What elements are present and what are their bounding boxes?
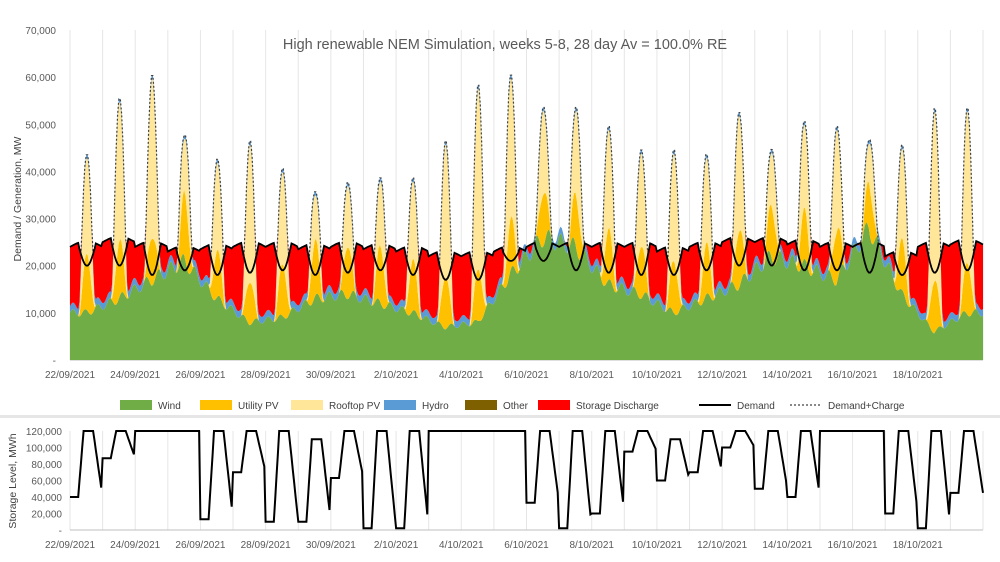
- x-tick-label: 22/09/2021: [45, 540, 95, 551]
- y-tick-label: 120,000: [26, 427, 63, 438]
- rooftop-pv-area: [70, 79, 983, 329]
- legend-item-utility-pv: Utility PV: [200, 400, 279, 412]
- storage-chart: -20,00040,00060,00080,000100,000120,000 …: [7, 427, 984, 551]
- x-tick-label: 28/09/2021: [241, 540, 291, 551]
- x-tick-label: 30/09/2021: [306, 540, 356, 551]
- legend-item-rooftop-pv: Rooftop PV: [291, 400, 380, 412]
- chart-title: High renewable NEM Simulation, weeks 5-8…: [283, 37, 728, 53]
- x-tick-label: 10/10/2021: [632, 540, 682, 551]
- y-tick-label: 60,000: [31, 477, 62, 488]
- y-axis-label: Demand / Generation, MW: [12, 136, 24, 261]
- wind-area: [70, 222, 983, 360]
- generation-chart: - 10,000 20,000 30,000 40,000 50,000 60,000 70,…: [12, 26, 984, 412]
- legend-label: Demand+Charge: [828, 401, 905, 412]
- x-tick-label: 12/10/2021: [697, 540, 747, 551]
- y-tick-label: 40,000: [31, 493, 62, 504]
- storage-discharge-area: [70, 75, 983, 322]
- y-tick-label: 30,000: [25, 215, 56, 226]
- x-tick-label: 12/10/2021: [697, 370, 747, 381]
- generation-areas: [70, 75, 983, 360]
- storage-y-axis-label: Storage Level, MWh: [7, 433, 19, 528]
- storage-level-line: [70, 430, 984, 530]
- y-tick-label: 70,000: [25, 26, 56, 37]
- y-tick-label: 10,000: [25, 309, 56, 320]
- generation-lines: [69, 74, 984, 281]
- y-tick-label: 80,000: [31, 460, 62, 471]
- x-tick-label: 4/10/2021: [439, 540, 484, 551]
- y-tick-label: 50,000: [25, 120, 56, 131]
- x-tick-label: 8/10/2021: [569, 540, 614, 551]
- legend-label: Demand: [737, 401, 775, 412]
- x-tick-label: 30/09/2021: [306, 370, 356, 381]
- x-tick-label: 14/10/2021: [762, 370, 812, 381]
- legend-label: Other: [503, 401, 529, 412]
- panel-separator: [0, 415, 1000, 418]
- x-tick-label: 26/09/2021: [175, 540, 225, 551]
- generation-x-ticks: 22/09/2021 24/09/2021 26/09/2021 28/09/2021…: [45, 370, 943, 381]
- legend-swatch: [384, 400, 416, 410]
- demand-line: [69, 236, 984, 281]
- demand-charge-line: [69, 74, 984, 266]
- storage-lines: [70, 430, 984, 530]
- legend-label: Rooftop PV: [329, 401, 380, 412]
- legend-item-storage-discharge: Storage Discharge: [538, 400, 659, 412]
- chart-legend: Wind Utility PV Rooftop PV Hydro Other Storag…: [120, 400, 905, 412]
- y-tick-label: 20,000: [25, 262, 56, 273]
- x-tick-label: 24/09/2021: [110, 540, 160, 551]
- x-tick-label: 18/10/2021: [893, 370, 943, 381]
- generation-chart-panel: - 10,000 20,000 30,000 40,000 50,000 60,000 70,…: [12, 26, 984, 412]
- legend-item-demand-charge: Demand+Charge: [790, 401, 905, 412]
- x-tick-label: 22/09/2021: [45, 370, 95, 381]
- x-tick-label: 24/09/2021: [110, 370, 160, 381]
- x-tick-label: 10/10/2021: [632, 370, 682, 381]
- y-tick-label: 100,000: [26, 444, 63, 455]
- x-tick-label: 6/10/2021: [504, 540, 549, 551]
- legend-label: Wind: [158, 401, 181, 412]
- legend-swatch: [465, 400, 497, 410]
- legend-swatch: [538, 400, 570, 410]
- storage-y-ticks: - 20,000 40,000 60,000 80,000 100,000 120,000: [26, 427, 63, 537]
- x-tick-label: 2/10/2021: [374, 370, 419, 381]
- legend-item-demand: Demand: [699, 401, 775, 412]
- legend-item-other: Other: [465, 400, 529, 412]
- x-tick-label: 6/10/2021: [504, 370, 549, 381]
- x-tick-label: 8/10/2021: [569, 370, 614, 381]
- storage-chart-panel: -20,000 40,000 60,000 80,000 100,000 120,000 …: [0, 419, 1000, 557]
- generation-y-ticks: - 10,000 20,000 30,000 40,000 50,000 60,000 70,…: [25, 26, 56, 367]
- storage-x-ticks: 22/09/2021 24/09/2021 26/09/2021 28/09/2021…: [45, 540, 943, 551]
- legend-label: Hydro: [422, 401, 449, 412]
- legend-item-wind: Wind: [120, 400, 181, 412]
- x-tick-label: 14/10/2021: [762, 540, 812, 551]
- x-tick-label: 16/10/2021: [828, 370, 878, 381]
- y-tick-label: 20,000: [31, 510, 62, 521]
- x-tick-label: 4/10/2021: [439, 370, 484, 381]
- utility-pv-area: [70, 182, 983, 334]
- y-tick-label: -: [59, 526, 62, 537]
- x-tick-label: 16/10/2021: [828, 540, 878, 551]
- legend-label: Storage Discharge: [576, 401, 659, 412]
- x-tick-label: 28/09/2021: [241, 370, 291, 381]
- legend-label: Utility PV: [238, 401, 279, 412]
- legend-swatch: [200, 400, 232, 410]
- y-tick-label: -: [53, 356, 56, 367]
- legend-item-hydro: Hydro: [384, 400, 449, 412]
- x-tick-label: 26/09/2021: [175, 370, 225, 381]
- x-tick-label: 2/10/2021: [374, 540, 419, 551]
- y-tick-label: 60,000: [25, 73, 56, 84]
- y-tick-label: 40,000: [25, 167, 56, 178]
- legend-swatch: [120, 400, 152, 410]
- legend-swatch: [291, 400, 323, 410]
- x-tick-label: 18/10/2021: [893, 540, 943, 551]
